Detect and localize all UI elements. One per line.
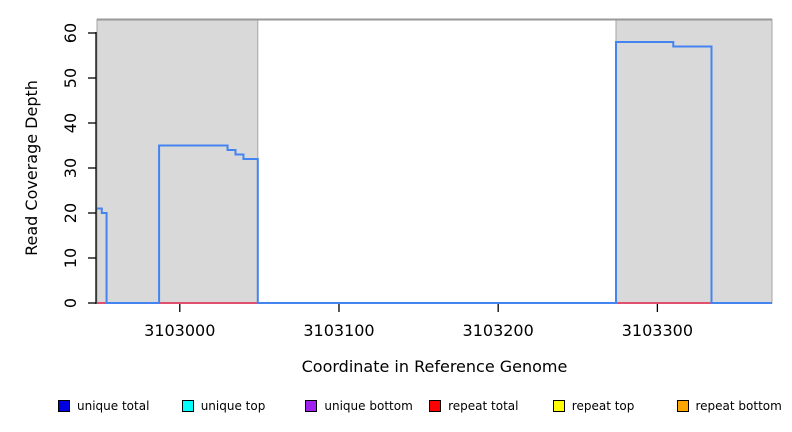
legend-swatch-unique-total (58, 400, 70, 412)
legend-swatch-unique-bottom (305, 400, 318, 412)
plot-canvas: 0 10 20 30 40 50 60 3103000 3103100 3103200 310330… (22, 18, 773, 376)
coverage-line-unique-total (97, 41, 772, 304)
shaded-region (96, 19, 259, 304)
legend-swatch-unique-top (181, 400, 194, 412)
legend-label-unique-bottom: unique bottom (324, 399, 413, 413)
legend-swatch-repeat-total (429, 400, 442, 412)
legend-item-repeat-bottom: repeat bottom (676, 392, 782, 420)
x-tick-label: 3103300 (622, 321, 693, 340)
x-tick-label: 3103200 (463, 321, 534, 340)
y-tick-label: 60 (61, 23, 80, 43)
shaded-region (615, 19, 773, 304)
x-tick-label: 3103000 (144, 321, 215, 340)
legend: unique total unique top unique bottom repea… (0, 392, 792, 420)
y-tick-label: 10 (61, 248, 80, 268)
x-axis-title: Coordinate in Reference Genome (302, 357, 568, 376)
legend-label-unique-top: unique top (200, 399, 266, 413)
y-axis-title: Read Coverage Depth (22, 80, 41, 256)
x-tick-label: 3103100 (303, 321, 374, 340)
legend-swatch-repeat-top (552, 400, 565, 412)
legend-swatch-repeat-bottom (676, 400, 689, 412)
y-tick-label: 20 (61, 203, 80, 223)
legend-item-repeat-top: repeat top (552, 392, 635, 420)
legend-label-repeat-bottom: repeat bottom (695, 399, 782, 413)
y-tick-label: 50 (61, 68, 80, 88)
y-tick-label: 30 (61, 158, 80, 178)
legend-label-repeat-total: repeat total (448, 399, 519, 413)
legend-item-unique-bottom: unique bottom (305, 392, 413, 420)
legend-label-unique-total: unique total (77, 399, 150, 413)
legend-label-repeat-top: repeat top (571, 399, 635, 413)
legend-item-repeat-total: repeat total (429, 392, 518, 420)
legend-item-unique-total: unique total (58, 392, 149, 420)
y-tick-label: 0 (61, 298, 80, 308)
legend-item-unique-top: unique top (181, 392, 266, 420)
y-tick-label: 40 (61, 113, 80, 133)
